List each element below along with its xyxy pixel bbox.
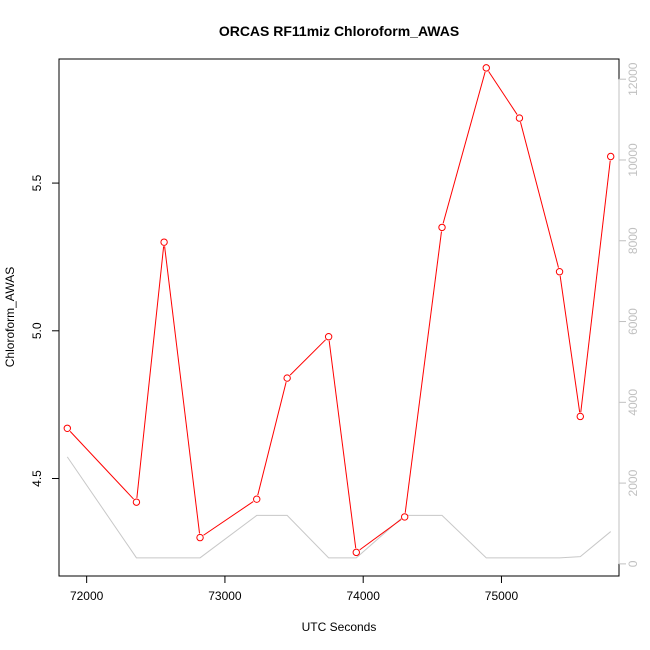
series-segment-chloroform: [404, 231, 442, 513]
data-point-chloroform: [438, 223, 446, 232]
data-point-chloroform: [400, 513, 409, 521]
y-tick-label-right: 12000: [626, 62, 640, 96]
data-point-chloroform: [515, 114, 524, 122]
series-segment-chloroform: [289, 339, 327, 376]
data-point-chloroform: [482, 64, 490, 72]
x-tick-label: 75000: [485, 589, 519, 603]
y-tick-label-left: 5.0: [30, 322, 44, 339]
y-tick-label-right: 6000: [626, 308, 640, 335]
x-tick-label: 73000: [208, 589, 242, 603]
data-point-chloroform: [283, 374, 291, 382]
series-segment-chloroform: [136, 246, 165, 499]
plot-frame: [58, 58, 620, 577]
data-point-chloroform: [576, 412, 584, 421]
series-segment-chloroform: [164, 246, 201, 534]
data-point-chloroform: [253, 495, 261, 503]
x-tick-label: 74000: [347, 589, 381, 603]
series-segment-chloroform: [359, 518, 402, 551]
y-tick-label-left: 4.5: [30, 470, 44, 487]
chart-title: ORCAS RF11miz Chloroform_AWAS: [219, 23, 459, 39]
series-segment-chloroform: [442, 71, 486, 224]
y-tick-label-right: 2000: [626, 469, 640, 496]
series-layer: [63, 64, 615, 559]
series-segment-chloroform: [488, 71, 518, 115]
series-segment-chloroform: [203, 501, 254, 536]
series-line-altitude: [66, 456, 612, 559]
data-point-chloroform: [132, 498, 141, 506]
data-point-chloroform: [324, 333, 333, 341]
x-axis-label: UTC Seconds: [302, 620, 377, 634]
data-point-chloroform: [555, 268, 564, 276]
series-segment-chloroform: [520, 122, 559, 268]
series-segment-chloroform: [69, 431, 134, 500]
series-segment-chloroform: [559, 275, 581, 413]
y-tick-label-right: 4000: [626, 389, 640, 416]
series-segment-chloroform: [580, 160, 611, 413]
y-axis-right: 0 2000 4000 6000 8000 10000 12000: [618, 62, 640, 567]
x-tick-label: 72000: [70, 589, 104, 603]
y-tick-label-left: 5.5: [30, 174, 44, 191]
y-axis-left: 4.5 5.0 5.5: [30, 174, 60, 487]
y-tick-label-right: 0: [626, 560, 640, 567]
y-tick-label-right: 8000: [626, 227, 640, 254]
series-segment-chloroform: [257, 382, 287, 496]
series-segment-chloroform: [328, 340, 357, 549]
data-point-chloroform: [196, 533, 204, 542]
y-tick-label-right: 10000: [626, 143, 640, 177]
data-point-chloroform: [352, 548, 360, 557]
y-axis-label: Chloroform_AWAS: [3, 267, 17, 367]
x-axis: 72000 73000 74000 75000: [70, 575, 519, 603]
data-point-chloroform: [160, 238, 168, 246]
data-point-chloroform: [63, 424, 71, 432]
data-point-chloroform: [607, 152, 615, 161]
